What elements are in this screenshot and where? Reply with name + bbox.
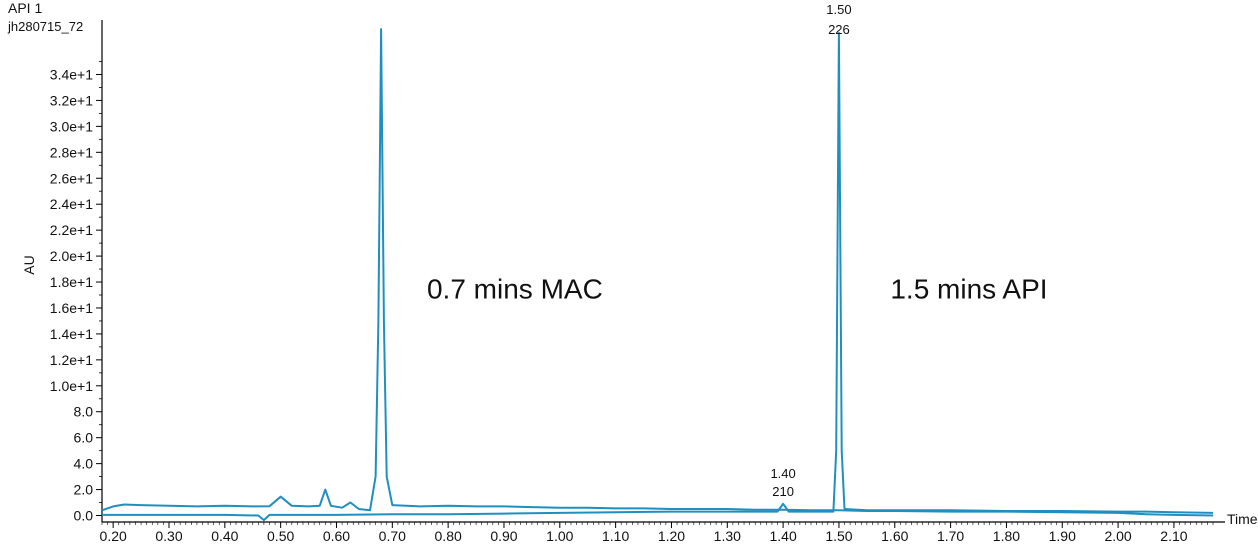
y-tick-label: 2.4e+1 xyxy=(50,196,93,212)
y-tick-label: 4.0 xyxy=(74,456,94,472)
chart-annotation: 1.5 mins API xyxy=(890,274,1047,305)
y-axis-label: AU xyxy=(21,255,37,274)
y-tick-label: 1.0e+1 xyxy=(50,378,93,394)
x-tick-label: 1.60 xyxy=(881,528,908,544)
x-tick-label: 0.20 xyxy=(100,528,127,544)
x-tick-label: 1.10 xyxy=(602,528,629,544)
x-tick-label: 0.70 xyxy=(379,528,406,544)
x-tick-label: 1.90 xyxy=(1049,528,1076,544)
peak-mass-label: 226 xyxy=(828,22,850,37)
chart-subtitle: jh280715_72 xyxy=(8,19,84,34)
y-tick-label: 3.0e+1 xyxy=(50,118,93,134)
y-tick-label: 2.8e+1 xyxy=(50,144,93,160)
x-tick-label: 0.90 xyxy=(490,528,517,544)
y-tick-label: 2.0 xyxy=(74,482,94,498)
x-tick-label: 0.40 xyxy=(211,528,238,544)
x-tick-label: 1.40 xyxy=(769,528,796,544)
y-tick-label: 1.8e+1 xyxy=(50,274,93,290)
y-tick-label: 2.0e+1 xyxy=(50,248,93,264)
peak-time-label: 1.40 xyxy=(770,466,795,481)
x-tick-label: 1.70 xyxy=(937,528,964,544)
y-tick-label: 1.4e+1 xyxy=(50,326,93,342)
x-axis-label: Time xyxy=(1227,511,1258,527)
y-tick-label: 2.2e+1 xyxy=(50,222,93,238)
peak-time-label: 1.50 xyxy=(826,2,851,17)
x-tick-label: 1.00 xyxy=(546,528,573,544)
x-tick-label: 1.50 xyxy=(825,528,852,544)
x-tick-label: 2.10 xyxy=(1160,528,1187,544)
x-tick-label: 0.60 xyxy=(323,528,350,544)
series-line-2 xyxy=(102,32,1214,522)
y-axis: 0.0 2.0 4.0 6.0 8.0 1.0e+1 1.2e+1 1.4e+1 1.6e+1 1… xyxy=(21,20,103,524)
chart-title: API 1 xyxy=(8,0,43,16)
chart-annotation: 0.7 mins MAC xyxy=(427,274,603,305)
x-tick-label: 2.00 xyxy=(1104,528,1131,544)
peak-mass-label: 210 xyxy=(772,484,794,499)
labels-layer: 1.50 226 1.40 210 0.7 mins MAC 1.5 mins API xyxy=(427,2,1048,499)
y-tick-label: 1.6e+1 xyxy=(50,300,93,316)
x-tick-label: 1.30 xyxy=(714,528,741,544)
x-tick-label: 0.80 xyxy=(435,528,462,544)
series-line-1 xyxy=(101,28,1214,517)
x-tick-label: 1.20 xyxy=(658,528,685,544)
y-tick-label: 0.0 xyxy=(74,508,94,524)
x-tick-label: 0.50 xyxy=(267,528,294,544)
y-tick-label: 1.2e+1 xyxy=(50,352,93,368)
x-tick-label: 1.80 xyxy=(993,528,1020,544)
y-tick-label: 8.0 xyxy=(74,404,94,420)
y-tick-label: 3.2e+1 xyxy=(50,92,93,108)
y-tick-label: 6.0 xyxy=(74,430,94,446)
y-tick-label: 3.4e+1 xyxy=(50,66,93,82)
y-tick-label: 2.6e+1 xyxy=(50,170,93,186)
x-axis: 0.20 0.30 0.40 0.50 0.60 0.70 0.80 0.90 1.00 1.10… xyxy=(100,511,1258,544)
x-tick-label: 0.30 xyxy=(155,528,182,544)
series-layer xyxy=(101,28,1214,522)
